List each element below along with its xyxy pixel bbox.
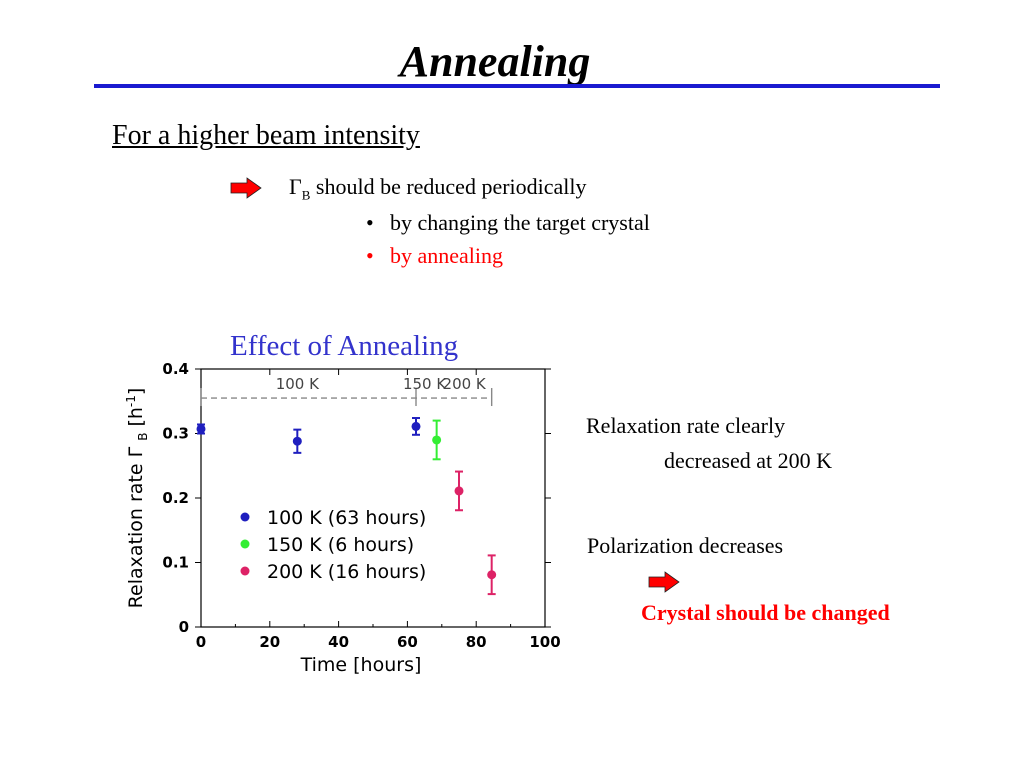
bullet-text: by annealing — [390, 243, 504, 268]
gamma-symbol: Γ — [289, 174, 302, 199]
y-tick-label: 0.4 — [162, 360, 189, 378]
right-arrow-icon — [230, 177, 262, 199]
data-point — [196, 424, 206, 434]
legend-label: 100 K (63 hours) — [267, 507, 426, 529]
bullet-dot-icon: • — [366, 243, 374, 268]
bullet-item: • by changing the target crystal — [366, 210, 650, 236]
x-axis-label: Time [hours] — [300, 654, 422, 675]
y-axis-label: Relaxation rate Γ B [h-1] — [124, 388, 150, 609]
y-tick-label: 0.3 — [162, 425, 189, 443]
title-underline — [94, 84, 940, 88]
gamma-subscript: B — [301, 187, 311, 203]
note-relaxation-line2: decreased at 200 K — [664, 448, 832, 473]
x-tick-label: 40 — [328, 633, 349, 651]
y-tick-label: 0.1 — [162, 554, 189, 572]
subtitle: For a higher beam intensity — [112, 120, 420, 151]
note-crystal: Crystal should be changed — [641, 600, 890, 625]
bullet-text: by changing the target crystal — [390, 210, 650, 235]
right-arrow-icon — [648, 571, 680, 593]
data-point — [487, 570, 497, 580]
annealing-label: 100 K — [276, 375, 320, 393]
annealing-label: 150 K — [403, 375, 447, 393]
x-tick-label: 0 — [196, 633, 206, 651]
slide-title: Annealing — [399, 37, 591, 86]
x-tick-label: 20 — [259, 633, 280, 651]
chart-title: Effect of Annealing — [230, 330, 459, 362]
legend-label: 200 K (16 hours) — [267, 561, 426, 583]
legend-label: 150 K (6 hours) — [267, 534, 414, 556]
data-point — [432, 435, 442, 445]
data-point — [292, 436, 302, 446]
x-tick-label: 80 — [466, 633, 487, 651]
note-relaxation-line1: Relaxation rate clearly — [586, 413, 786, 438]
y-tick-label: 0.2 — [162, 489, 189, 507]
y-tick-label: 0 — [179, 618, 189, 636]
x-tick-label: 60 — [397, 633, 418, 651]
annealing-label: 200 K — [443, 375, 487, 393]
note-polarization: Polarization decreases — [587, 533, 784, 558]
legend-marker — [240, 539, 250, 549]
x-tick-label: 100 — [529, 633, 560, 651]
gamma-line-text: should be reduced periodically — [315, 174, 587, 199]
legend-marker — [240, 512, 250, 522]
plot-frame — [200, 368, 546, 628]
bullet-item: • by annealing — [366, 243, 503, 269]
legend-marker — [240, 566, 250, 576]
data-point — [411, 421, 421, 431]
gamma-line: ΓB should be reduced periodically — [289, 174, 587, 203]
data-point — [454, 486, 464, 496]
bullet-dot-icon: • — [366, 210, 374, 235]
